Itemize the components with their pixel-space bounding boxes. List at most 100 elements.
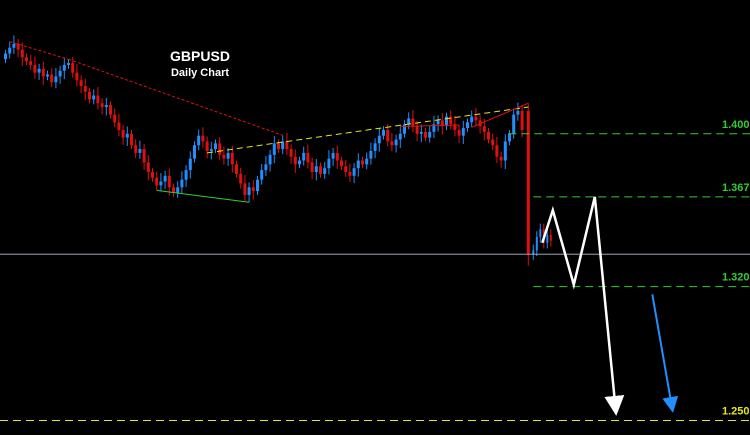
candle-body (352, 168, 356, 176)
candle-body (37, 68, 41, 73)
candle-body (293, 156, 297, 165)
candle-body (516, 110, 520, 115)
candle-body (411, 118, 415, 127)
candle-body (348, 172, 352, 176)
candle-body (251, 187, 255, 192)
candle-body (83, 86, 87, 92)
candle-body (466, 122, 469, 129)
candle-body (100, 103, 104, 108)
candle-body (386, 129, 390, 142)
candle-body (50, 74, 54, 83)
candle-body (134, 145, 138, 153)
candle-body (16, 43, 20, 50)
candle-body (104, 105, 108, 108)
post-candle-body (539, 229, 542, 237)
candle-body (41, 68, 45, 77)
candle-body (331, 152, 335, 159)
candle-body (340, 160, 343, 167)
candle-body (205, 141, 209, 151)
post-candle-body (546, 235, 549, 243)
level-label: 1.367 (722, 182, 750, 194)
candle-body (230, 152, 234, 165)
candle-body (319, 166, 322, 174)
candle-body (277, 143, 280, 150)
trendline-red-dashed (9, 41, 69, 60)
candle-body (209, 149, 213, 151)
level-label: 1.250 (722, 405, 750, 417)
candle-body (289, 149, 293, 157)
candle-body (121, 129, 125, 138)
candle-body (373, 143, 377, 151)
crash-candle-body (526, 110, 530, 255)
candle-body (520, 110, 524, 130)
candle-body (159, 181, 163, 186)
candle-body (58, 70, 62, 77)
post-candle-body (535, 236, 538, 251)
candle-body (272, 143, 276, 155)
chart-title: GBPUSD (170, 48, 230, 64)
candle-body (382, 129, 385, 136)
candle-body (310, 162, 314, 172)
candle-body (12, 43, 16, 48)
candle-body (487, 131, 490, 140)
candle-body (268, 154, 272, 165)
trendline-red (400, 124, 460, 128)
candle-body (503, 141, 507, 161)
candle-body (75, 72, 79, 81)
candle-body (151, 172, 154, 178)
candle-body (243, 183, 247, 195)
candle-body (54, 76, 58, 83)
candle-body (117, 122, 121, 130)
candle-body (176, 187, 180, 194)
candle-body (407, 118, 411, 125)
candle-body (188, 158, 192, 171)
candle-body (440, 120, 444, 127)
candle-body (214, 143, 217, 150)
candle-body (138, 149, 142, 153)
candle-body (130, 133, 133, 146)
candle-body (344, 166, 348, 172)
candle-body (436, 120, 440, 125)
candle-body (428, 131, 432, 138)
candle-body (235, 164, 238, 174)
candle-body (491, 139, 495, 146)
candle-body (508, 133, 511, 142)
candle-body (482, 126, 486, 132)
candle-body (377, 135, 381, 144)
candle-body (394, 139, 398, 146)
candle-body (398, 133, 402, 140)
candle-body (92, 95, 96, 100)
candle-body (184, 170, 188, 180)
trendline-green (156, 189, 250, 203)
chart-subtitle: Daily Chart (170, 67, 230, 79)
candle-body (197, 135, 201, 146)
candle-body (155, 177, 159, 186)
candle-body (226, 152, 230, 159)
candle-body (390, 141, 394, 146)
candle-body (281, 141, 285, 150)
candle-body (470, 116, 474, 123)
forecast-path-arrow (541, 196, 625, 416)
candle-body (193, 145, 196, 159)
trendline-yellow-dashed (207, 106, 529, 154)
candle-body (369, 150, 373, 159)
candle-body (415, 126, 419, 134)
candle-body (314, 166, 318, 172)
candle-body (285, 141, 289, 150)
candle-body (96, 95, 100, 104)
candle-body (180, 179, 184, 188)
candle-body (495, 145, 499, 157)
candle-body (424, 131, 427, 138)
candle-body (449, 116, 453, 125)
candle-body (67, 63, 70, 65)
candle-body (323, 168, 327, 174)
candle-body (29, 61, 33, 65)
candle-body (201, 135, 205, 142)
level-label: 1.320 (722, 272, 750, 284)
candle-body (403, 124, 406, 134)
candle-body (222, 154, 226, 159)
candle-body (260, 170, 264, 180)
candle-body (218, 143, 222, 155)
candle-body (264, 164, 268, 171)
